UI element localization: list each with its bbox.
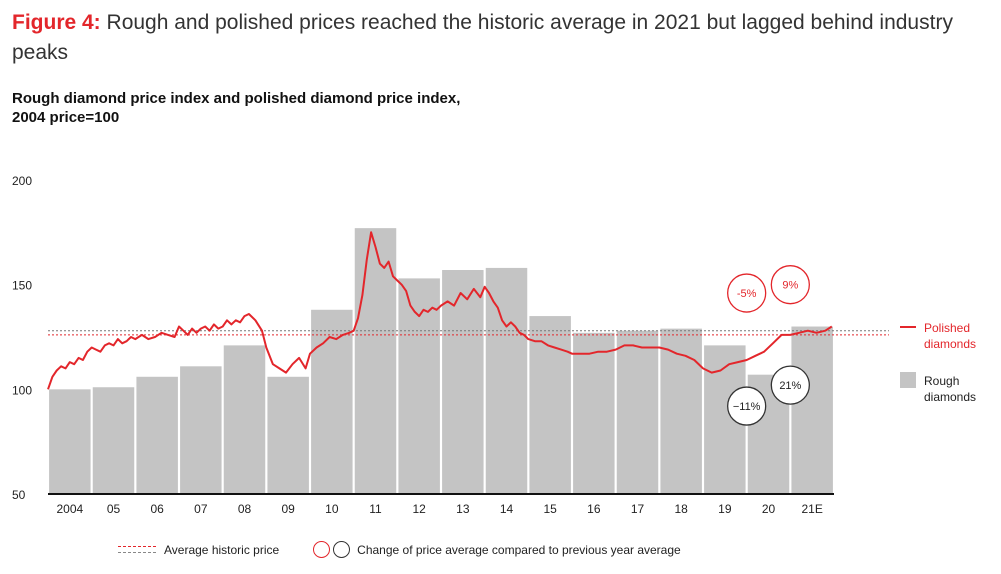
rough-bar [791,327,832,494]
x-tick-label: 20 [762,502,776,516]
x-tick-label: 07 [194,502,208,516]
change-annotation-label: 9% [782,280,798,292]
y-tick-label: 200 [12,174,32,188]
legend-rough-label: diamonds [924,390,976,404]
x-tick-label: 21E [801,502,822,516]
x-tick-label: 18 [674,502,688,516]
rough-bar [93,387,134,494]
change-annotation-label: -5% [737,288,757,300]
y-tick-label: 150 [12,279,32,293]
x-tick-label: 09 [281,502,295,516]
x-tick-label: 14 [500,502,514,516]
rough-bar [442,270,483,494]
x-tick-label: 11 [369,502,382,516]
rough-bar [136,377,177,494]
x-tick-label: 19 [718,502,732,516]
rough-bar [529,316,570,494]
rough-bar [224,345,265,494]
rough-bar [267,377,308,494]
x-tick-label: 08 [238,502,252,516]
rough-bar [486,268,527,494]
change-legend-label: Change of price average compared to prev… [357,543,681,557]
y-tick-label: 50 [12,488,26,502]
rough-bar [617,331,658,494]
change-annotation-label: −11% [733,401,761,413]
rough-bar [573,333,614,494]
x-tick-label: 2004 [56,502,83,516]
x-tick-label: 17 [631,502,645,516]
rough-bar [660,329,701,494]
average-price-swatch [118,546,156,553]
rough-bar [180,366,221,494]
average-price-legend-label: Average historic price [164,543,279,557]
dark-circle-icon [333,541,350,558]
x-tick-label: 05 [107,502,121,516]
legend-rough-label: Rough [924,374,959,388]
rough-bar [398,278,439,494]
x-tick-label: 10 [325,502,339,516]
legend-polished-label: Polished [924,321,970,335]
price-index-chart: 50 100 150 200 2004 05 06 07 08 09 10 11 12 13 14 15 16 1… [0,0,1001,574]
red-circle-icon [313,541,330,558]
y-tick-label: 100 [12,383,32,397]
x-tick-label: 16 [587,502,601,516]
rough-bar [49,389,90,494]
x-tick-label: 15 [543,502,557,516]
x-tick-label: 13 [456,502,470,516]
legend-rough-swatch [900,372,916,388]
x-tick-label: 06 [150,502,164,516]
bottom-legend: Average historic price Change of price a… [118,541,681,558]
legend-polished-label: diamonds [924,337,976,351]
x-tick-label: 12 [412,502,426,516]
change-annotation-label: 21% [779,380,801,392]
